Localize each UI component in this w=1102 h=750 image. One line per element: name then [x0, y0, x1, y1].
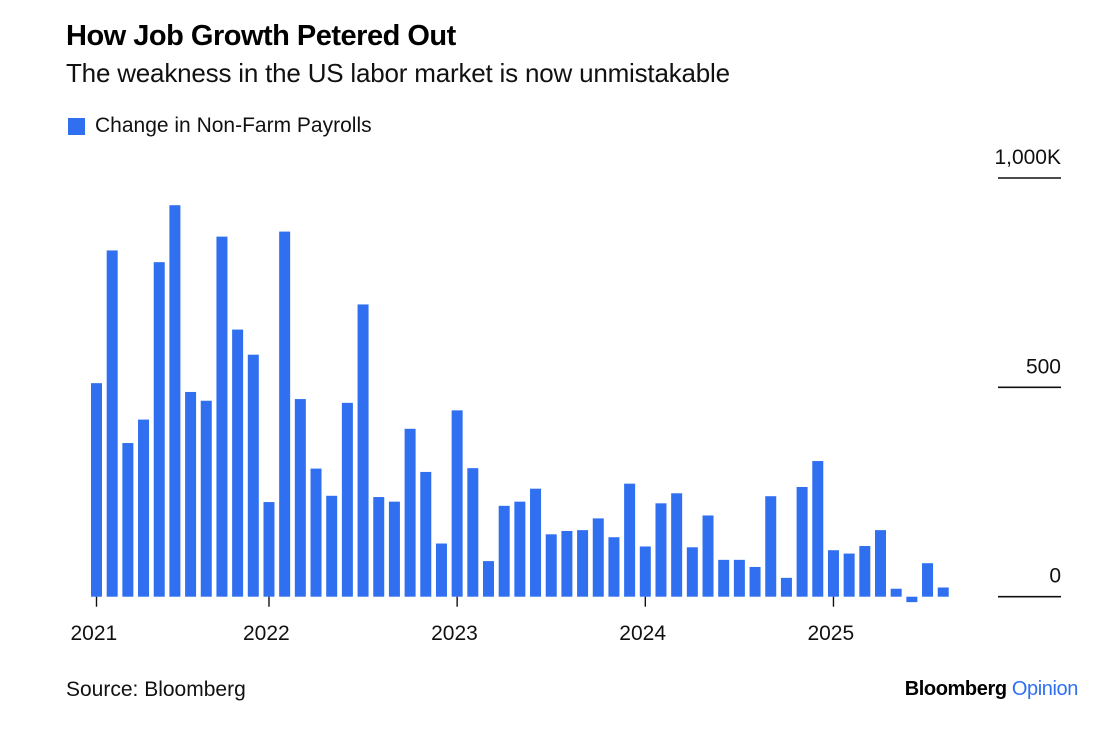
bar: [922, 563, 934, 597]
bar: [796, 487, 808, 597]
y-tick-label: 500: [1026, 355, 1061, 378]
x-tick-label: 2023: [431, 622, 478, 645]
bar: [294, 399, 306, 597]
bar: [169, 205, 181, 597]
bar: [232, 329, 244, 597]
bar: [765, 496, 777, 597]
chart-title: How Job Growth Petered Out: [66, 20, 456, 52]
source-note: Source: Bloomberg: [66, 678, 246, 701]
bar: [561, 530, 573, 597]
bar: [404, 428, 416, 597]
bar: [843, 553, 855, 597]
bar: [279, 231, 291, 597]
bar: [420, 471, 432, 597]
bar: [200, 400, 212, 597]
bar: [153, 262, 165, 597]
x-tick-label: 2025: [807, 622, 854, 645]
bar: [357, 304, 369, 597]
bar: [483, 561, 494, 597]
bar: [467, 468, 479, 597]
bar: [122, 443, 134, 597]
bar: [310, 468, 322, 597]
x-axis: 2021 2022 2023 2024 2025: [71, 596, 854, 645]
bar: [812, 461, 824, 597]
bar: [498, 505, 510, 597]
y-tick-label: 1,000K: [994, 146, 1061, 169]
bars-group: [91, 205, 949, 603]
bar: [718, 559, 730, 597]
bar: [435, 543, 447, 597]
bar: [906, 596, 918, 603]
bar: [138, 419, 150, 597]
bar: [216, 236, 228, 597]
bar: [749, 566, 761, 597]
x-tick-label: 2024: [619, 622, 666, 645]
x-tick-label: 2021: [71, 622, 118, 645]
bar: [247, 354, 259, 597]
legend-label: Change in Non-Farm Payrolls: [95, 114, 372, 137]
bar: [91, 383, 102, 597]
bar: [624, 483, 636, 597]
y-axis: 0 500 1,000K: [994, 146, 1061, 598]
bar: [514, 501, 526, 597]
bar: [263, 502, 275, 597]
bar: [702, 515, 714, 597]
bar: [655, 503, 667, 597]
bar: [780, 577, 792, 597]
bar: [106, 250, 118, 597]
bar: [671, 493, 683, 597]
bar: [875, 530, 886, 597]
bar: [545, 534, 557, 597]
bar: [577, 530, 589, 597]
bar: [827, 550, 839, 597]
brand-main: Bloomberg: [904, 678, 1007, 700]
x-tick-label: 2022: [243, 622, 290, 645]
bar: [639, 546, 651, 597]
bar: [326, 495, 338, 597]
bar: [890, 588, 902, 597]
bar: [341, 402, 353, 597]
legend: Change in Non-Farm Payrolls: [68, 114, 372, 138]
bar: [530, 488, 542, 597]
bar: [373, 497, 385, 597]
bar: [859, 546, 871, 597]
bar: [451, 410, 463, 597]
y-tick-label: 0: [1049, 565, 1061, 588]
bar: [592, 518, 604, 597]
bar: [937, 587, 949, 597]
bar: [733, 559, 745, 597]
legend-swatch: [68, 117, 85, 135]
chart-subtitle: The weakness in the US labor market is n…: [66, 58, 730, 88]
brand-accent: Opinion: [1011, 678, 1079, 700]
bar: [608, 537, 620, 597]
bar: [185, 391, 197, 597]
brand-logo: Bloomberg Opinion: [904, 678, 1079, 701]
bar: [686, 547, 698, 597]
bar: [388, 501, 400, 597]
